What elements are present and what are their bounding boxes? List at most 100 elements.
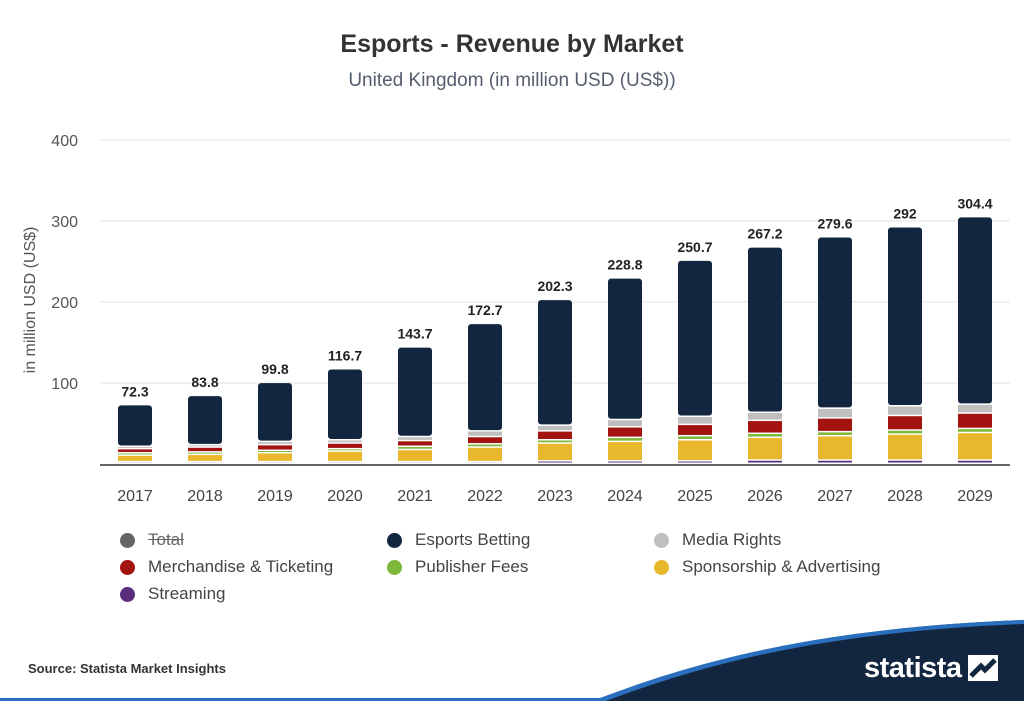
legend-label-total: Total — [148, 530, 184, 549]
legend-item-media-rights[interactable]: Media Rights — [654, 530, 781, 550]
bar-segment-media-rights-2029 — [958, 404, 992, 413]
x-tick-label-2020: 2020 — [327, 488, 363, 505]
bar-segment-sponsorship-advertising-2024 — [608, 442, 642, 461]
y-tick-label: 400 — [51, 133, 78, 150]
x-tick-label-2018: 2018 — [187, 488, 223, 505]
bar-segment-publisher-fees-2022 — [468, 444, 502, 447]
bar-segment-media-rights-2023 — [538, 425, 572, 431]
x-tick-label-2022: 2022 — [467, 488, 503, 505]
bar-segment-merchandise-ticketing-2018 — [188, 447, 222, 452]
bar-segment-publisher-fees-2028 — [888, 430, 922, 434]
legend-label-media-rights: Media Rights — [682, 530, 782, 549]
total-label-2025: 250.7 — [677, 239, 712, 255]
bar-segment-esports-betting-2025 — [678, 260, 712, 416]
total-label-2017: 72.3 — [121, 383, 148, 399]
legend-dot-merchandise-ticketing — [120, 559, 135, 575]
bar-segment-esports-betting-2022 — [468, 324, 502, 431]
bar-segment-sponsorship-advertising-2020 — [328, 451, 362, 461]
bar-segment-media-rights-2024 — [608, 420, 642, 427]
y-tick-label: 100 — [51, 376, 78, 393]
bar-segment-merchandise-ticketing-2021 — [398, 441, 432, 446]
statista-logo[interactable]: statista — [864, 648, 998, 688]
bar-segment-publisher-fees-2017 — [118, 453, 152, 455]
bar-segment-merchandise-ticketing-2028 — [888, 416, 922, 430]
y-tick-label: 300 — [51, 214, 78, 231]
bar-segment-publisher-fees-2021 — [398, 446, 432, 449]
x-tick-label-2017: 2017 — [117, 488, 153, 505]
source-note: Source: Statista Market Insights — [28, 661, 226, 676]
bar-segment-sponsorship-advertising-2029 — [958, 433, 992, 460]
bar-segment-publisher-fees-2026 — [748, 434, 782, 437]
bar-segment-media-rights-2022 — [468, 431, 502, 436]
bar-segment-merchandise-ticketing-2026 — [748, 421, 782, 433]
bar-segment-esports-betting-2028 — [888, 227, 922, 405]
bar-segment-merchandise-ticketing-2017 — [118, 449, 152, 452]
chart-title: Esports - Revenue by Market — [340, 30, 684, 58]
bar-segment-esports-betting-2019 — [258, 383, 292, 441]
bar-segment-streaming-2029 — [958, 460, 992, 463]
x-tick-label-2021: 2021 — [397, 488, 433, 505]
x-tick-label-2019: 2019 — [257, 488, 293, 505]
bar-segment-streaming-2024 — [608, 461, 642, 463]
total-label-2019: 99.8 — [261, 361, 288, 377]
total-label-2020: 116.7 — [328, 347, 362, 363]
bar-segment-media-rights-2019 — [258, 442, 292, 444]
legend-label-merchandise-ticketing: Merchandise & Ticketing — [148, 557, 334, 576]
bar-segment-sponsorship-advertising-2017 — [118, 455, 152, 461]
bar-segment-merchandise-ticketing-2022 — [468, 437, 502, 444]
bar-segment-sponsorship-advertising-2027 — [818, 436, 852, 460]
bar-segment-media-rights-2025 — [678, 417, 712, 424]
y-tick-label: 200 — [51, 295, 78, 312]
legend-dot-total — [120, 532, 135, 548]
bar-segment-merchandise-ticketing-2025 — [678, 425, 712, 435]
legend-label-publisher-fees: Publisher Fees — [415, 557, 529, 576]
bar-segment-sponsorship-advertising-2021 — [398, 450, 432, 461]
legend-dot-sponsorship-advertising — [654, 559, 669, 575]
total-label-2018: 83.8 — [191, 374, 218, 390]
bar-segment-esports-betting-2029 — [958, 217, 992, 404]
footer-band — [0, 620, 1024, 701]
bar-segment-publisher-fees-2018 — [188, 452, 222, 454]
bar-segment-streaming-2027 — [818, 460, 852, 463]
legend-dot-publisher-fees — [387, 559, 402, 575]
bar-segment-merchandise-ticketing-2020 — [328, 443, 362, 448]
brand-wordmark: statista — [864, 651, 962, 684]
bar-segment-media-rights-2026 — [748, 412, 782, 420]
bar-segment-esports-betting-2027 — [818, 237, 852, 408]
legend-item-streaming[interactable]: Streaming — [120, 584, 225, 604]
x-tick-label-2023: 2023 — [537, 488, 573, 505]
bar-segment-merchandise-ticketing-2024 — [608, 427, 642, 437]
bar-segment-esports-betting-2018 — [188, 396, 222, 444]
bar-segment-sponsorship-advertising-2018 — [188, 455, 222, 461]
bar-segment-publisher-fees-2020 — [328, 449, 362, 451]
legend-item-esports-betting[interactable]: Esports Betting — [387, 530, 530, 550]
bar-segment-media-rights-2018 — [188, 445, 222, 447]
legend-item-merchandise-ticketing[interactable]: Merchandise & Ticketing — [120, 557, 333, 577]
bar-segment-merchandise-ticketing-2019 — [258, 445, 292, 450]
legend-item-sponsorship-advertising[interactable]: Sponsorship & Advertising — [654, 557, 880, 577]
total-label-2023: 202.3 — [537, 278, 572, 294]
legend-item-total[interactable]: Total — [120, 530, 184, 550]
legend-label-streaming: Streaming — [148, 584, 226, 603]
bar-segment-esports-betting-2026 — [748, 247, 782, 412]
statista-logo-icon — [967, 655, 998, 681]
bar-segment-streaming-2028 — [888, 460, 922, 463]
bar-segment-merchandise-ticketing-2029 — [958, 413, 992, 428]
total-label-2029: 304.4 — [957, 195, 992, 211]
x-tick-label-2024: 2024 — [607, 488, 643, 505]
chart-subtitle: United Kingdom (in million USD (US$)) — [348, 70, 676, 91]
bar-segment-media-rights-2020 — [328, 440, 362, 443]
bar-segment-esports-betting-2024 — [608, 278, 642, 419]
bar-segment-merchandise-ticketing-2023 — [538, 431, 572, 440]
bar-segment-sponsorship-advertising-2026 — [748, 438, 782, 460]
stacked-bar-chart: 100 200 300 400 in million USD (US$) 72.3 2017… — [22, 133, 1010, 505]
bar-segment-merchandise-ticketing-2027 — [818, 418, 852, 431]
bar-segment-esports-betting-2023 — [538, 300, 572, 425]
legend-item-publisher-fees[interactable]: Publisher Fees — [387, 557, 528, 577]
x-tick-label-2026: 2026 — [747, 488, 783, 505]
bar-segment-sponsorship-advertising-2023 — [538, 443, 572, 461]
bar-segment-media-rights-2028 — [888, 406, 922, 415]
x-tick-label-2025: 2025 — [677, 488, 713, 505]
bar-segment-publisher-fees-2025 — [678, 436, 712, 440]
bar-segment-esports-betting-2021 — [398, 347, 432, 436]
